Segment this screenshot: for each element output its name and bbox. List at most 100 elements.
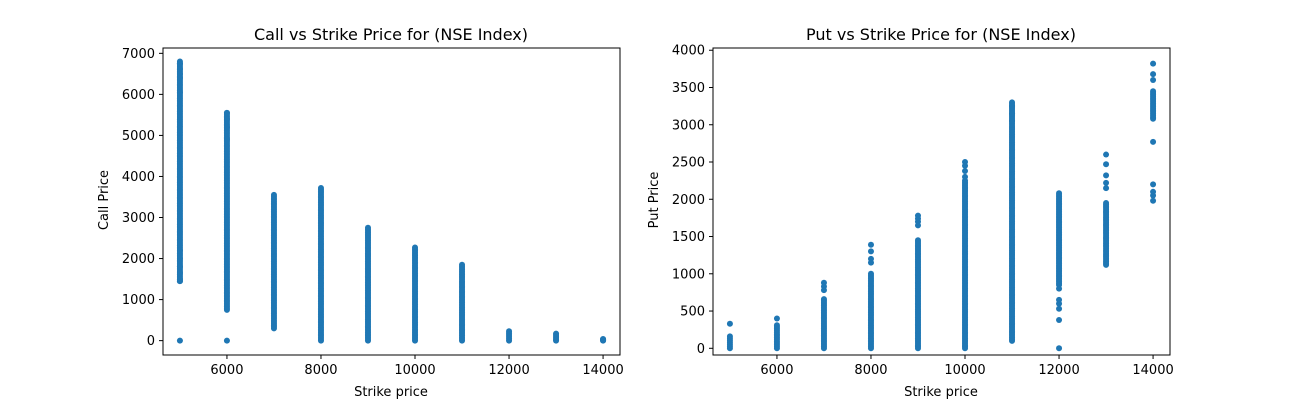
put-chart-point [1009,103,1016,110]
put-chart-point [1009,110,1016,117]
put-chart-point [726,320,733,327]
put-chart-point [1150,138,1157,145]
put-chart-ytick-label: 1000 [672,267,705,282]
put-chart-ytick-label: 0 [697,342,705,357]
call-chart-point [553,330,560,337]
call-chart-ytick-label: 1000 [122,293,155,308]
put-chart-title: Put vs Strike Price for (NSE Index) [806,25,1076,44]
put-chart-points [726,60,1157,352]
put-chart: Put vs Strike Price for (NSE Index) Stri… [647,25,1174,400]
put-chart-point [820,296,827,303]
put-chart-point [1150,71,1157,78]
call-chart-point [412,244,419,251]
put-chart-point [726,333,733,340]
put-chart-axes-frame [712,47,1171,356]
call-chart-axes-frame [162,47,621,356]
call-chart-point [176,269,183,276]
call-chart-point [459,261,466,268]
put-chart-point [1009,118,1016,125]
put-chart-ytick-label: 3000 [672,118,705,133]
call-chart-point [223,337,230,344]
call-chart-point [223,116,230,122]
put-chart-point [1103,161,1110,168]
put-chart-point [962,167,969,174]
put-chart-point [1056,305,1063,312]
put-chart-point [1150,192,1157,199]
put-chart-point [1150,88,1157,95]
put-chart-point [867,248,874,255]
put-chart-point [1103,185,1110,192]
call-chart-point [223,109,230,116]
call-chart-point [176,70,183,77]
put-chart-ytick-label: 2000 [672,193,705,208]
call-chart-ytick-label: 3000 [122,211,155,226]
put-chart-point [867,259,874,266]
put-chart-point [914,237,921,244]
call-chart-xlabel: Strike price [354,385,428,400]
put-chart-point [1056,190,1063,197]
put-chart-point [1103,172,1110,179]
put-chart-point [1150,77,1157,84]
put-chart-point [773,315,780,322]
put-chart-xtick-label: 12000 [1038,363,1079,378]
call-chart-xtick-label: 12000 [488,363,529,378]
put-chart-point [1056,296,1063,303]
call-chart-ytick-label: 4000 [122,170,155,185]
put-chart-ytick-label: 2500 [672,156,705,171]
call-chart-point [270,191,277,198]
put-chart-xtick-label: 6000 [760,363,793,378]
call-chart-point [176,263,183,270]
put-chart-xtick-label: 10000 [944,363,985,378]
call-chart-point [600,335,607,342]
call-chart-xtick-label: 8000 [304,363,337,378]
call-chart-xtick-label: 14000 [582,363,623,378]
call-chart-point [317,184,324,191]
put-chart-point [914,222,921,229]
put-chart-point [1150,197,1157,204]
put-chart-ytick-label: 500 [680,305,705,320]
call-chart-ytick-label: 7000 [122,47,155,62]
call-chart-title: Call vs Strike Price for (NSE Index) [254,25,528,44]
call-chart-point [176,89,183,96]
call-chart-point [176,276,183,283]
call-chart-point [364,224,371,231]
put-chart-point [1056,285,1063,292]
put-chart-point [1056,345,1063,352]
call-chart-points [176,58,607,344]
call-chart-point [223,136,230,143]
call-chart-ylabel: Call Price [97,170,112,230]
call-chart-point [176,247,183,254]
call-chart-xtick-label: 10000 [394,363,435,378]
put-chart-xtick-label: 8000 [854,363,887,378]
call-chart-xtick-label: 6000 [210,363,243,378]
call-chart-ytick-label: 0 [147,334,155,349]
call-chart-point [176,74,183,81]
put-chart-point [962,173,969,180]
put-chart-point [820,287,827,294]
put-chart-point [1103,151,1110,158]
call-chart: Call vs Strike Price for (NSE Index) Str… [97,25,624,400]
put-chart-point [1103,199,1110,206]
call-chart-ytick-label: 2000 [122,252,155,267]
call-chart-ytick-label: 6000 [122,88,155,103]
call-chart-point [176,60,183,67]
put-chart-point [773,322,780,329]
call-chart-point [176,65,183,72]
put-chart-point [1150,181,1157,188]
put-chart-point [867,241,874,248]
call-chart-point [176,337,183,344]
call-chart-point [223,124,230,131]
put-chart-point [867,270,874,277]
put-chart-ytick-label: 1500 [672,230,705,245]
put-chart-ytick-label: 4000 [672,44,705,59]
put-chart-ytick-label: 3500 [672,81,705,96]
call-chart-point [506,328,513,335]
put-chart-ylabel: Put Price [647,172,662,229]
call-chart-point [176,255,183,262]
put-chart-point [1056,316,1063,323]
put-chart-xtick-label: 14000 [1132,363,1173,378]
put-chart-point [1150,60,1157,67]
put-chart-point [962,162,969,169]
